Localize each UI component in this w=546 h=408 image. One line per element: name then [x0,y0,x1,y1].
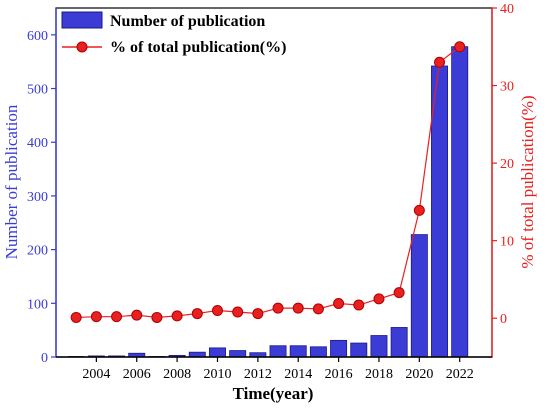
line-point [232,306,244,318]
legend-marker-icon [76,41,88,53]
line-point [353,299,365,311]
x-tick-label: 2020 [405,367,433,382]
line-point [312,303,324,315]
x-tick-label: 2012 [244,367,272,382]
tick-labels: 0 100 200 300 400 500 600 0 10 20 30 40 2004 2006 2008… [27,2,514,382]
line-point [131,309,143,321]
line-path [76,46,461,319]
y-tick-label-right: 40 [500,2,514,17]
bar [269,345,287,358]
legend-label-line: % of total publication(%) [110,39,286,56]
line-point [70,311,82,323]
x-tick-label: 2014 [284,367,312,382]
x-axis-title: Time(year) [233,384,314,403]
y-tick-label-left: 100 [27,297,48,312]
legend-bar-swatch [61,11,103,29]
y-axis-title-left: Number of publication [2,104,21,259]
x-tick-label: 2008 [163,367,191,382]
y-tick-label-right: 20 [500,157,514,172]
x-tick-label: 2018 [365,367,393,382]
y-tick-label-left: 600 [27,29,48,44]
line-series [70,41,466,323]
line-point [151,311,163,323]
line-point [333,297,345,309]
y-tick-label-left: 400 [27,136,48,151]
bar [431,65,448,358]
bar [370,335,388,358]
line-point [393,287,405,299]
line-point [434,56,446,68]
line-point [191,308,203,320]
line-point [413,204,425,216]
line-point [292,302,304,314]
line-point [252,308,264,320]
x-tick-label: 2010 [203,367,231,382]
line-point [211,304,223,316]
legend-label-bars: Number of publication [110,13,265,30]
line-point [90,311,102,323]
bar [188,351,206,358]
x-tick-label: 2006 [123,367,151,382]
bar [289,345,307,358]
bar [209,347,226,358]
bar [229,350,247,358]
y-tick-label-left: 300 [27,190,48,205]
x-tick-label: 2022 [446,367,474,382]
line-point [454,41,466,53]
y-tick-label-right: 30 [500,80,514,95]
legend: Number of publication % of total publica… [61,11,286,56]
line-point [171,310,183,322]
bar [410,234,428,358]
bar [390,327,408,358]
y-tick-label-left: 500 [27,83,48,98]
y-tick-label-right: 0 [500,312,507,327]
y-tick-label-left: 200 [27,244,48,259]
bar [330,339,348,358]
bar [451,46,469,358]
line-point [111,311,123,323]
x-tick-label: 2004 [82,367,110,382]
axes [51,7,497,362]
y-tick-label-left: 0 [41,351,48,366]
bar [350,342,368,358]
y-tick-label-right: 10 [500,235,514,250]
x-tick-label: 2016 [325,367,353,382]
y-axis-title-right: % of total publication(%) [518,95,537,268]
bar [309,346,327,358]
line-point [373,293,385,305]
line-point [272,302,284,314]
